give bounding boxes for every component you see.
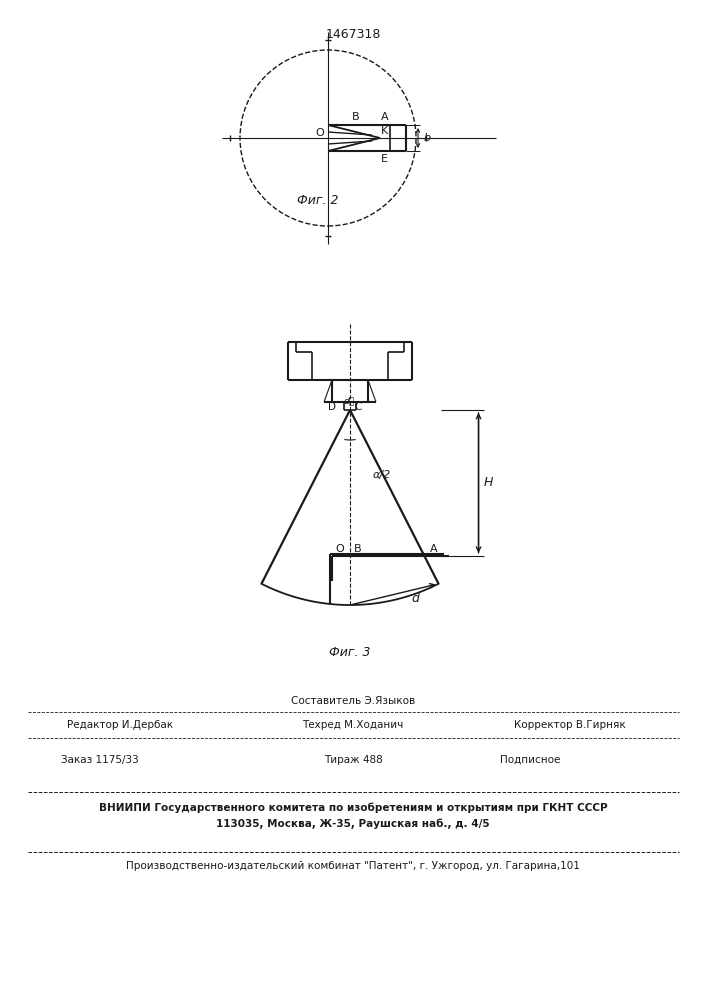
Text: Производственно-издательский комбинат "Патент", г. Ужгород, ул. Гагарина,101: Производственно-издательский комбинат "П… [126, 861, 580, 871]
Text: α/2: α/2 [373, 470, 391, 480]
Text: Фиг. 2: Фиг. 2 [297, 194, 339, 207]
Text: 1467318: 1467318 [325, 28, 380, 41]
Text: ВНИИПИ Государственного комитета по изобретениям и открытиям при ГКНТ СССР: ВНИИПИ Государственного комитета по изоб… [99, 803, 607, 813]
Text: Редактор И.Дербак: Редактор И.Дербак [67, 720, 173, 730]
Text: 113035, Москва, Ж-35, Раушская наб., д. 4/5: 113035, Москва, Ж-35, Раушская наб., д. … [216, 819, 490, 829]
Text: C: C [354, 402, 362, 412]
Text: K: K [380, 126, 387, 136]
Text: Подписное: Подписное [500, 755, 560, 765]
Text: Составитель Э.Языков: Составитель Э.Языков [291, 696, 415, 706]
Text: D: D [328, 402, 336, 412]
Text: Корректор В.Гирняк: Корректор В.Гирняк [514, 720, 626, 730]
Text: Тираж 488: Тираж 488 [324, 755, 382, 765]
Text: H: H [484, 476, 493, 489]
Text: A: A [430, 544, 438, 554]
Text: O: O [315, 128, 325, 138]
Text: d꜀: d꜀ [344, 396, 355, 406]
Text: Фиг. 3: Фиг. 3 [329, 646, 370, 658]
Text: O: O [336, 544, 344, 554]
Text: Техред М.Ходанич: Техред М.Ходанич [303, 720, 404, 730]
Text: b: b [423, 133, 431, 143]
Text: A: A [381, 112, 389, 122]
Text: B: B [352, 112, 360, 122]
Text: Заказ 1175/33: Заказ 1175/33 [61, 755, 139, 765]
Text: E: E [380, 154, 387, 164]
Text: B: B [354, 544, 362, 554]
Text: d: d [411, 592, 419, 605]
